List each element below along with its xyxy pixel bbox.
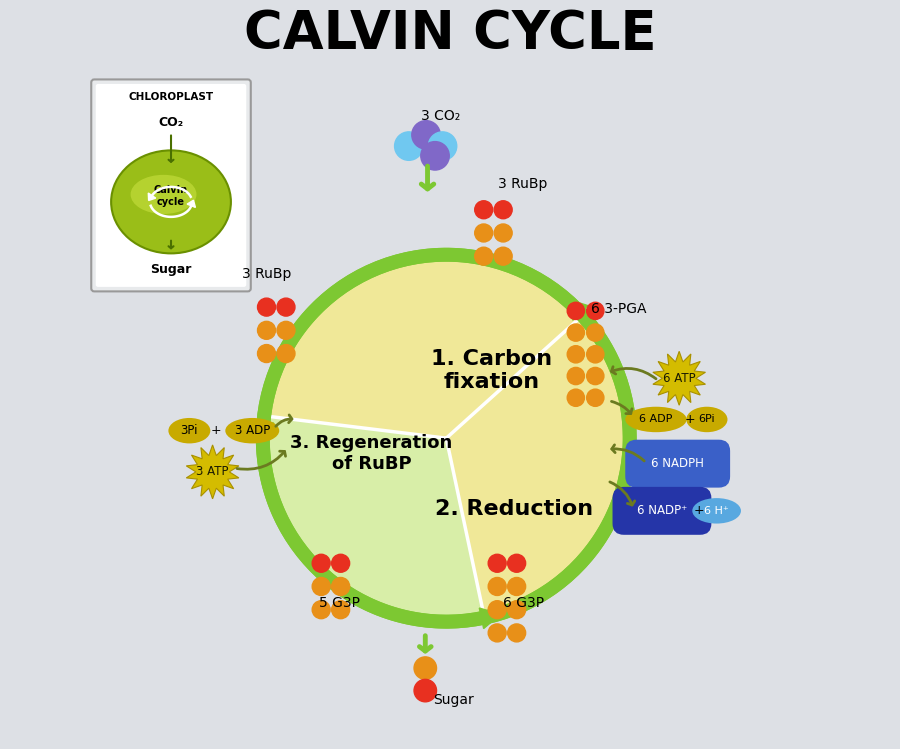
Circle shape bbox=[488, 577, 506, 595]
Text: +: + bbox=[694, 504, 705, 518]
Circle shape bbox=[312, 554, 330, 572]
Text: CO₂: CO₂ bbox=[158, 116, 184, 130]
Wedge shape bbox=[265, 416, 484, 619]
Circle shape bbox=[587, 324, 604, 342]
Circle shape bbox=[567, 368, 584, 385]
Text: 3Pi: 3Pi bbox=[181, 424, 198, 437]
Ellipse shape bbox=[225, 418, 279, 443]
Circle shape bbox=[474, 247, 492, 265]
Polygon shape bbox=[567, 299, 588, 320]
Text: Sugar: Sugar bbox=[150, 263, 192, 276]
Text: 3 CO₂: 3 CO₂ bbox=[421, 109, 461, 123]
Circle shape bbox=[508, 601, 526, 619]
Circle shape bbox=[332, 554, 349, 572]
Text: Sugar: Sugar bbox=[434, 694, 474, 707]
Circle shape bbox=[567, 389, 584, 407]
Circle shape bbox=[257, 321, 275, 339]
Text: 6 NADPH: 6 NADPH bbox=[652, 457, 704, 470]
Text: CALVIN CYCLE: CALVIN CYCLE bbox=[244, 7, 656, 60]
Circle shape bbox=[488, 554, 506, 572]
Circle shape bbox=[312, 601, 330, 619]
Circle shape bbox=[332, 601, 349, 619]
Circle shape bbox=[421, 142, 449, 170]
Circle shape bbox=[257, 345, 275, 363]
Circle shape bbox=[508, 624, 526, 642]
Circle shape bbox=[587, 303, 604, 320]
Circle shape bbox=[567, 303, 584, 320]
Circle shape bbox=[567, 324, 584, 342]
Text: 3 ATP: 3 ATP bbox=[196, 465, 229, 479]
Polygon shape bbox=[148, 193, 156, 201]
Circle shape bbox=[494, 224, 512, 242]
Circle shape bbox=[474, 201, 492, 219]
Text: 3 RuBp: 3 RuBp bbox=[498, 177, 547, 190]
Circle shape bbox=[257, 298, 275, 316]
Circle shape bbox=[277, 298, 295, 316]
Text: 6 G3P: 6 G3P bbox=[503, 596, 544, 610]
Text: Calvin
cycle: Calvin cycle bbox=[154, 185, 188, 207]
Polygon shape bbox=[480, 608, 500, 628]
Ellipse shape bbox=[168, 418, 211, 443]
Polygon shape bbox=[253, 422, 274, 442]
Circle shape bbox=[567, 346, 584, 363]
Ellipse shape bbox=[692, 498, 741, 524]
Circle shape bbox=[587, 368, 604, 385]
Circle shape bbox=[414, 657, 436, 679]
Circle shape bbox=[428, 132, 456, 160]
Text: CHLOROPLAST: CHLOROPLAST bbox=[129, 92, 213, 103]
Ellipse shape bbox=[687, 407, 727, 432]
Text: 6Pi: 6Pi bbox=[698, 414, 716, 425]
Circle shape bbox=[312, 577, 330, 595]
Circle shape bbox=[508, 554, 526, 572]
Ellipse shape bbox=[111, 151, 231, 253]
Text: 3. Regeneration
of RuBP: 3. Regeneration of RuBP bbox=[290, 434, 453, 473]
Text: +: + bbox=[211, 424, 221, 437]
FancyBboxPatch shape bbox=[613, 487, 711, 535]
Circle shape bbox=[332, 577, 349, 595]
Circle shape bbox=[412, 121, 440, 149]
Ellipse shape bbox=[130, 175, 196, 214]
Circle shape bbox=[587, 346, 604, 363]
Circle shape bbox=[488, 601, 506, 619]
Circle shape bbox=[488, 624, 506, 642]
Circle shape bbox=[263, 255, 630, 622]
Text: 3 RuBp: 3 RuBp bbox=[242, 267, 292, 281]
Polygon shape bbox=[187, 200, 195, 207]
Circle shape bbox=[277, 321, 295, 339]
Text: 6 ATP: 6 ATP bbox=[663, 372, 696, 385]
Text: 1. Carbon
fixation: 1. Carbon fixation bbox=[430, 349, 552, 392]
Circle shape bbox=[394, 132, 423, 160]
Text: 3 ADP: 3 ADP bbox=[235, 424, 270, 437]
FancyBboxPatch shape bbox=[626, 440, 730, 488]
Text: 6 ADP: 6 ADP bbox=[639, 414, 672, 425]
Text: 6 H⁺: 6 H⁺ bbox=[705, 506, 729, 516]
Circle shape bbox=[494, 201, 512, 219]
Polygon shape bbox=[186, 445, 238, 499]
Circle shape bbox=[277, 345, 295, 363]
Text: 5 G3P: 5 G3P bbox=[319, 596, 360, 610]
Circle shape bbox=[494, 247, 512, 265]
Circle shape bbox=[474, 224, 492, 242]
Text: 6 NADP⁺: 6 NADP⁺ bbox=[637, 504, 687, 518]
Circle shape bbox=[414, 679, 436, 702]
Circle shape bbox=[508, 577, 526, 595]
Polygon shape bbox=[652, 351, 706, 405]
Circle shape bbox=[587, 389, 604, 407]
Ellipse shape bbox=[626, 407, 687, 432]
FancyBboxPatch shape bbox=[91, 79, 251, 291]
Text: 6 3-PGA: 6 3-PGA bbox=[590, 302, 646, 315]
Text: 2. Reduction: 2. Reduction bbox=[435, 500, 593, 519]
FancyBboxPatch shape bbox=[95, 84, 247, 287]
Text: +: + bbox=[684, 413, 695, 426]
